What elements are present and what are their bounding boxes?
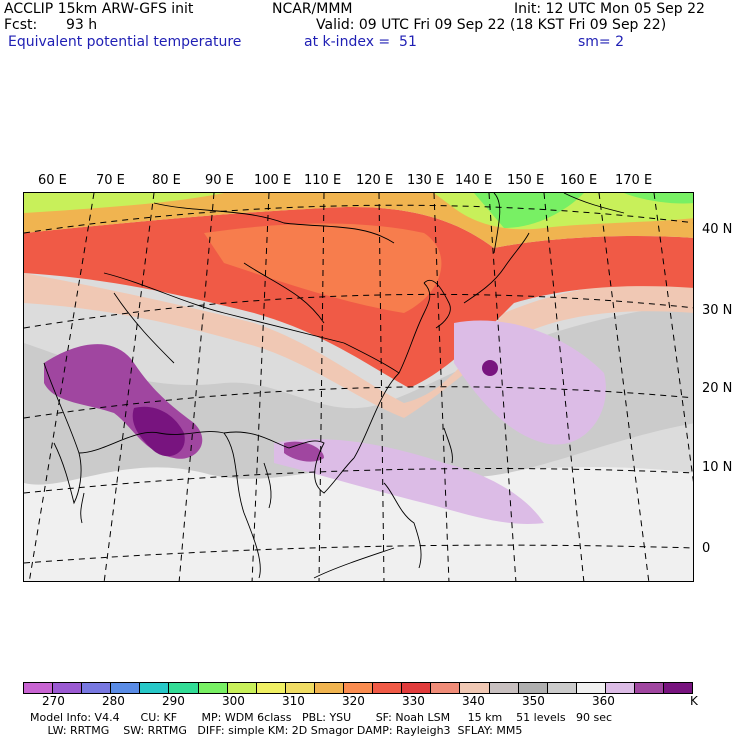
forecast-hour: 93 h bbox=[66, 17, 98, 33]
colorbar-tick-label: 310 bbox=[282, 694, 305, 708]
colorbar-tick-label: 270 bbox=[42, 694, 65, 708]
longitude-label: 130 E bbox=[407, 173, 445, 188]
latitude-label: 0 bbox=[702, 541, 711, 556]
colorbar-swatch bbox=[547, 683, 577, 693]
latitude-label: 10 N bbox=[702, 460, 733, 475]
level-index: at k-index = 51 bbox=[304, 34, 417, 50]
latitude-label: 30 N bbox=[702, 303, 733, 318]
colorbar-swatch bbox=[460, 683, 490, 693]
field-lilac-scs bbox=[274, 439, 544, 524]
colorbar-tick-label: 280 bbox=[102, 694, 125, 708]
model-info-line1: Model Info: V4.4 CU: KF MP: WDM 6class P… bbox=[30, 711, 613, 724]
colorbar-tick-label: 320 bbox=[342, 694, 365, 708]
field-dark-purple-bay bbox=[132, 406, 185, 457]
field-lilac-pacific bbox=[454, 320, 606, 445]
colorbar-swatch bbox=[198, 683, 228, 693]
colorbar-swatch bbox=[256, 683, 286, 693]
longitude-label: 90 E bbox=[205, 173, 234, 188]
colorbar-swatch bbox=[344, 683, 374, 693]
map-panel bbox=[23, 192, 694, 582]
colorbar-swatch bbox=[489, 683, 519, 693]
longitude-label: 160 E bbox=[560, 173, 598, 188]
longitude-label: 110 E bbox=[304, 173, 342, 188]
colorbar-tick-label: 290 bbox=[162, 694, 185, 708]
colorbar-swatch bbox=[140, 683, 170, 693]
field-white-south bbox=[24, 441, 693, 581]
graticule bbox=[24, 193, 693, 581]
colorbar-swatch bbox=[576, 683, 606, 693]
longitude-label: 140 E bbox=[455, 173, 493, 188]
field-yellow-nw bbox=[24, 193, 224, 213]
colorbar-swatch bbox=[431, 683, 461, 693]
colorbar-swatch bbox=[605, 683, 635, 693]
longitude-label: 120 E bbox=[356, 173, 394, 188]
latitude-label: 40 N bbox=[702, 222, 733, 237]
colorbar-tick-label: K bbox=[690, 694, 698, 708]
smoothing-label: sm= 2 bbox=[578, 34, 625, 50]
org-label: NCAR/MMM bbox=[272, 1, 353, 17]
valid-time: Valid: 09 UTC Fri 09 Sep 22 (18 KST Fri … bbox=[316, 17, 667, 33]
colorbar-tick-label: 360 bbox=[592, 694, 615, 708]
coastlines bbox=[43, 193, 625, 579]
colorbar-swatch bbox=[227, 683, 257, 693]
longitude-label: 170 E bbox=[615, 173, 653, 188]
colorbar-swatch bbox=[285, 683, 315, 693]
colorbar-swatch bbox=[82, 683, 112, 693]
colorbar-swatch bbox=[53, 683, 83, 693]
longitude-label: 70 E bbox=[96, 173, 125, 188]
colorbar-swatch bbox=[24, 683, 54, 693]
field-name: Equivalent potential temperature bbox=[8, 34, 242, 50]
equivalent-potential-temperature-map bbox=[24, 193, 693, 581]
colorbar-swatch bbox=[518, 683, 548, 693]
longitude-label: 150 E bbox=[507, 173, 545, 188]
field-peach-band bbox=[24, 273, 693, 418]
field-green-ne2 bbox=[624, 193, 693, 204]
longitude-label: 60 E bbox=[38, 173, 67, 188]
model-title: ACCLIP 15km ARW-GFS init bbox=[4, 1, 194, 17]
colorbar-tick-label: 300 bbox=[222, 694, 245, 708]
colorbar-tick-label: 330 bbox=[402, 694, 425, 708]
colorbar-swatch bbox=[314, 683, 345, 693]
colorbar-swatch bbox=[634, 683, 665, 693]
latitude-label: 20 N bbox=[702, 381, 733, 396]
longitude-label: 80 E bbox=[152, 173, 181, 188]
field-typhoon-core bbox=[482, 360, 498, 376]
colorbar-swatch bbox=[111, 683, 141, 693]
colorbar-swatch bbox=[402, 683, 432, 693]
colorbar-tick-label: 350 bbox=[522, 694, 545, 708]
colorbar-swatch bbox=[169, 683, 199, 693]
longitude-label: 100 E bbox=[254, 173, 292, 188]
forecast-label: Fcst: bbox=[4, 17, 38, 33]
field-orange-patch bbox=[204, 223, 442, 313]
field-green-ne bbox=[474, 193, 584, 228]
colorbar bbox=[23, 682, 693, 694]
colorbar-swatch bbox=[664, 683, 693, 693]
colorbar-swatch bbox=[373, 683, 403, 693]
init-time: Init: 12 UTC Mon 05 Sep 22 bbox=[514, 1, 705, 17]
colorbar-tick-label: 340 bbox=[462, 694, 485, 708]
model-info-line2: LW: RRTMG SW: RRTMG DIFF: simple KM: 2D … bbox=[30, 724, 523, 737]
